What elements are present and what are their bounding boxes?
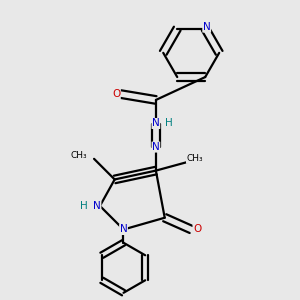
Text: H: H <box>165 118 173 128</box>
Text: H: H <box>80 201 88 211</box>
Text: CH₃: CH₃ <box>71 152 88 160</box>
Text: N: N <box>203 22 211 32</box>
Text: CH₃: CH₃ <box>186 154 203 163</box>
Text: O: O <box>193 224 201 235</box>
Text: N: N <box>152 142 160 152</box>
Text: N: N <box>93 201 101 211</box>
Text: N: N <box>120 224 128 235</box>
Text: N: N <box>152 118 160 128</box>
Text: O: O <box>112 89 120 99</box>
